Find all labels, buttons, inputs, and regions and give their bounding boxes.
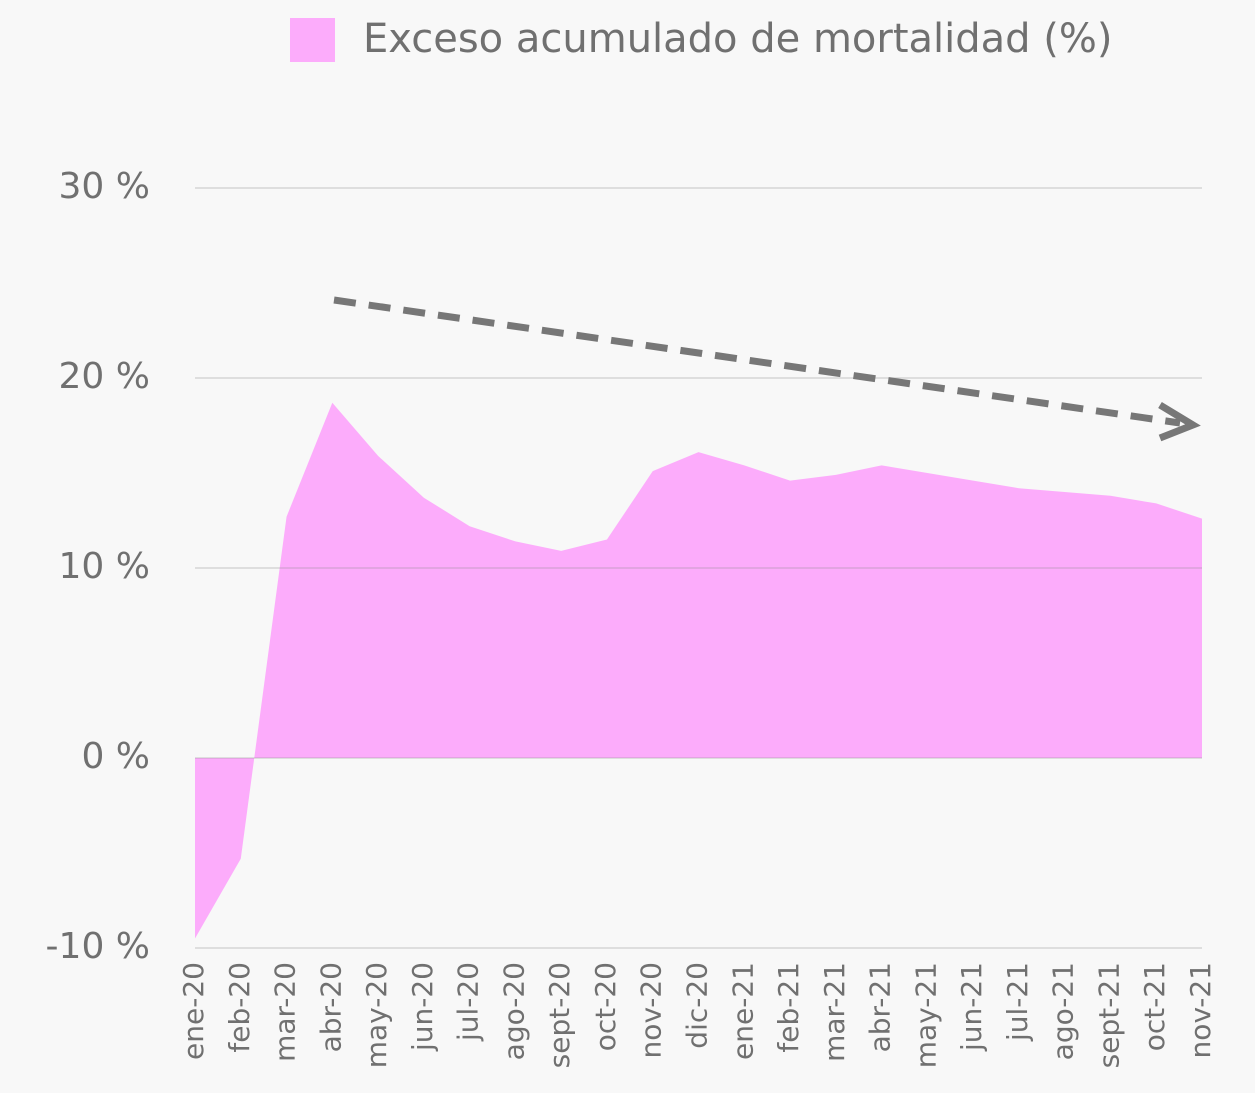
x-tick-label: feb-21 [772,962,805,1053]
x-tick-label: nov-20 [635,962,668,1058]
x-tick-label: jul-20 [452,962,485,1042]
y-tick-label: 20 % [59,356,150,397]
x-tick-label: may-21 [909,962,942,1068]
x-tick-label: feb-20 [223,962,256,1053]
x-tick-label: ene-20 [177,962,210,1060]
trend-line [333,296,1181,427]
x-tick-label: abr-21 [864,962,897,1052]
y-tick-label: 30 % [59,166,150,207]
plot-area: Exceso acumulado de mortalidad (%) -10 % 0… [46,16,1217,1068]
x-tick-label: jun-20 [406,962,439,1052]
y-tick-label: 0 % [81,736,150,777]
x-tick-label: may-20 [360,962,393,1068]
x-tick-label: abr-20 [314,962,347,1052]
x-tick-label: nov-21 [1184,962,1217,1058]
x-tick-label: ene-21 [726,962,759,1060]
x-tick-label: jul-21 [1001,962,1034,1042]
x-tick-label: oct-21 [1138,962,1171,1051]
x-tick-label: sept-20 [543,962,576,1068]
x-tick-label: ago-21 [1047,962,1080,1060]
legend-label: Exceso acumulado de mortalidad (%) [363,16,1113,62]
x-tick-label: mar-20 [269,962,302,1062]
x-tick-label: mar-21 [818,962,851,1062]
trend-arrow [333,296,1201,442]
x-tick-label: sept-21 [1092,962,1125,1068]
y-tick-label: -10 % [46,926,150,967]
x-tick-label: ago-20 [497,962,530,1060]
legend-swatch [290,18,335,62]
trend-arrowhead [1158,402,1201,442]
x-tick-label: jun-21 [955,962,988,1052]
y-tick-label: 10 % [59,546,150,587]
x-tick-label: oct-20 [589,962,622,1051]
x-tick-label: dic-20 [681,962,714,1049]
area [195,402,1202,939]
